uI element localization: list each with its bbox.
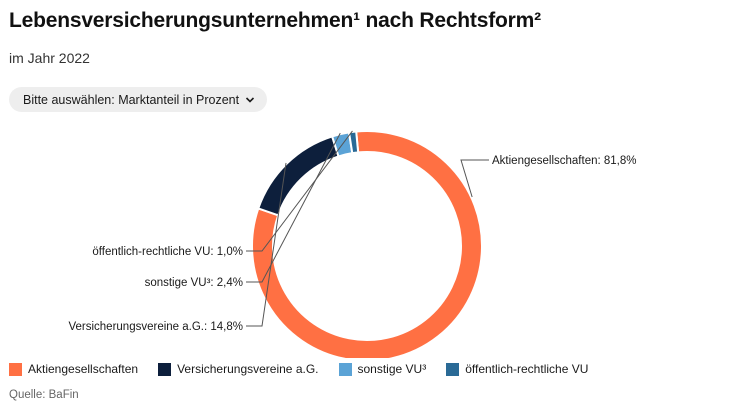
metric-dropdown-label: Bitte auswählen: Marktanteil in Prozent: [23, 92, 240, 107]
legend-item-aktiengesellschaften[interactable]: Aktiengesellschaften: [9, 362, 138, 376]
legend-label: Versicherungsvereine a.G.: [177, 362, 319, 376]
metric-dropdown[interactable]: Bitte auswählen: Marktanteil in Prozent: [9, 87, 268, 112]
source-note: Quelle: BaFin: [9, 389, 79, 401]
leader-line: [460, 159, 489, 198]
legend-swatch: [338, 362, 352, 376]
slice-label: Aktiengesellschaften: 81,8%: [492, 155, 636, 167]
slice-label: sonstige VU³: 2,4%: [145, 277, 243, 289]
slice-label: Versicherungsvereine a.G.: 14,8%: [68, 321, 243, 333]
legend-swatch: [158, 362, 172, 376]
legend-swatch: [446, 362, 460, 376]
legend-item-sonstige-vu[interactable]: sonstige VU³: [338, 362, 427, 376]
donut-chart: Aktiengesellschaften: 81,8% Versicherungs…: [68, 130, 636, 358]
leader-line: [246, 162, 287, 327]
chart-title: Lebensversicherungsunternehmen¹ nach Rec…: [9, 9, 541, 32]
donut-slice[interactable]: [251, 130, 483, 358]
leader-line: [246, 130, 353, 252]
chart-subtitle: im Jahr 2022: [9, 50, 90, 66]
legend-item-versicherungsvereine[interactable]: Versicherungsvereine a.G.: [158, 362, 319, 376]
legend-item-oeffentlich-rechtliche-vu[interactable]: öffentlich-rechtliche VU: [446, 362, 588, 376]
chart-legend: Aktiengesellschaften Versicherungsverein…: [9, 362, 608, 376]
legend-label: sonstige VU³: [357, 362, 427, 376]
leader-line: [246, 132, 341, 283]
legend-label: Aktiengesellschaften: [28, 362, 139, 376]
slice-label: öffentlich-rechtliche VU: 1,0%: [92, 246, 243, 258]
chevron-down-icon: [245, 96, 255, 104]
legend-swatch: [9, 362, 22, 376]
legend-label: öffentlich-rechtliche VU: [465, 362, 589, 376]
